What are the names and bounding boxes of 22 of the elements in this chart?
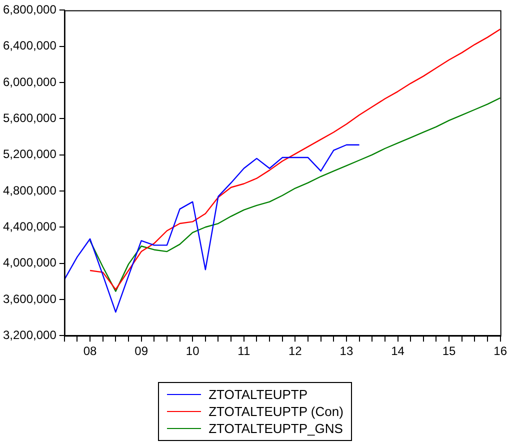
x-tick-label: 10	[186, 344, 200, 358]
legend-label: ZTOTALTEUPTP	[208, 386, 308, 403]
x-tick-label: 16	[494, 344, 508, 358]
x-tick-label: 11	[238, 344, 250, 358]
y-tick-label: 3,200,000	[2, 328, 57, 342]
x-tick-label: 13	[340, 344, 354, 358]
y-tick-label: 4,400,000	[2, 219, 57, 234]
y-tick-label: 5,200,000	[2, 147, 57, 162]
x-tick-label: 08	[83, 344, 98, 358]
x-tick-label: 15	[442, 344, 456, 358]
x-tick-label: 12	[288, 344, 302, 358]
y-tick-label: 3,600,000	[2, 292, 57, 306]
y-tick-label: 6,000,000	[2, 74, 57, 89]
y-tick-label: 6,400,000	[2, 38, 57, 53]
legend-label: ZTOTALTEUPTP_GNS	[208, 420, 343, 437]
y-tick-label: 4,800,000	[2, 183, 57, 198]
x-tick-label: 09	[134, 344, 148, 358]
y-tick-label: 5,600,000	[2, 110, 57, 125]
y-tick-label: 6,800,000	[2, 2, 57, 17]
x-tick-label: 14	[391, 344, 405, 358]
legend-label: ZTOTALTEUPTP (Con)	[208, 403, 344, 420]
y-tick-label: 4,000,000	[2, 256, 57, 270]
